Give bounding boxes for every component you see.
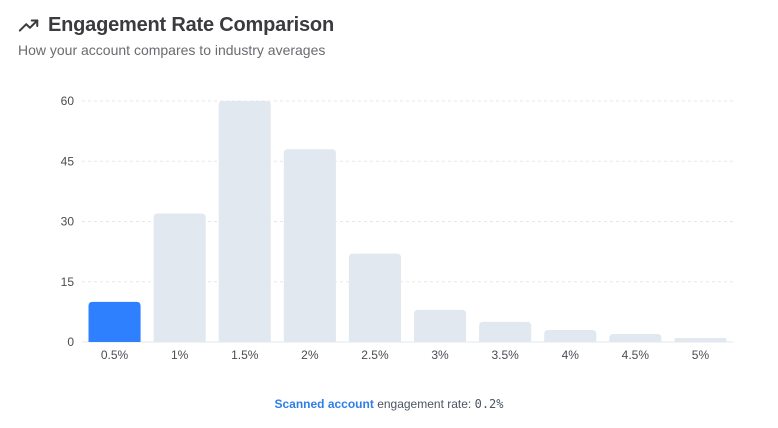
x-tick-label: 4.5%: [622, 348, 650, 362]
bar: [283, 149, 336, 342]
engagement-rate-value: 0.2%: [474, 397, 504, 411]
bar: [674, 337, 727, 342]
bar: [218, 101, 271, 342]
page-subtitle: How your account compares to industry av…: [18, 42, 326, 58]
bar: [544, 329, 597, 342]
footer-note: Scanned account engagement rate: 0.2%: [0, 397, 778, 411]
x-tick-label: 1%: [171, 348, 189, 362]
bar: [609, 333, 662, 342]
title-row: Engagement Rate Comparison: [18, 14, 334, 37]
bar: [479, 321, 532, 342]
bar: [348, 253, 401, 342]
x-tick-label: 3.5%: [491, 348, 519, 362]
y-tick-label: 60: [61, 94, 75, 108]
x-tick-label: 2.5%: [361, 348, 389, 362]
y-tick-label: 30: [61, 215, 75, 229]
card-header: Engagement Rate Comparison How your acco…: [18, 14, 334, 58]
x-tick-label: 4%: [562, 348, 580, 362]
bar: [88, 301, 141, 342]
y-tick-label: 15: [61, 275, 75, 289]
y-tick-label: 45: [61, 154, 75, 168]
footer-text: engagement rate:: [377, 397, 472, 411]
x-tick-label: 2%: [301, 348, 319, 362]
x-tick-label: 1.5%: [231, 348, 259, 362]
x-tick-label: 0.5%: [101, 348, 129, 362]
trending-up-icon: [18, 15, 40, 37]
page-title: Engagement Rate Comparison: [48, 14, 334, 36]
scanned-account-label: Scanned account: [274, 397, 374, 411]
x-tick-label: 3%: [431, 348, 449, 362]
x-tick-label: 5%: [692, 348, 710, 362]
bar: [414, 309, 467, 342]
bar-chart: 0 15 30 45 60 0.5% 1% 1.5% 2% 2.5% 3% 3.5% 4% 4.5% 5%: [61, 94, 733, 362]
y-tick-label: 0: [67, 335, 74, 349]
bar: [153, 213, 206, 342]
